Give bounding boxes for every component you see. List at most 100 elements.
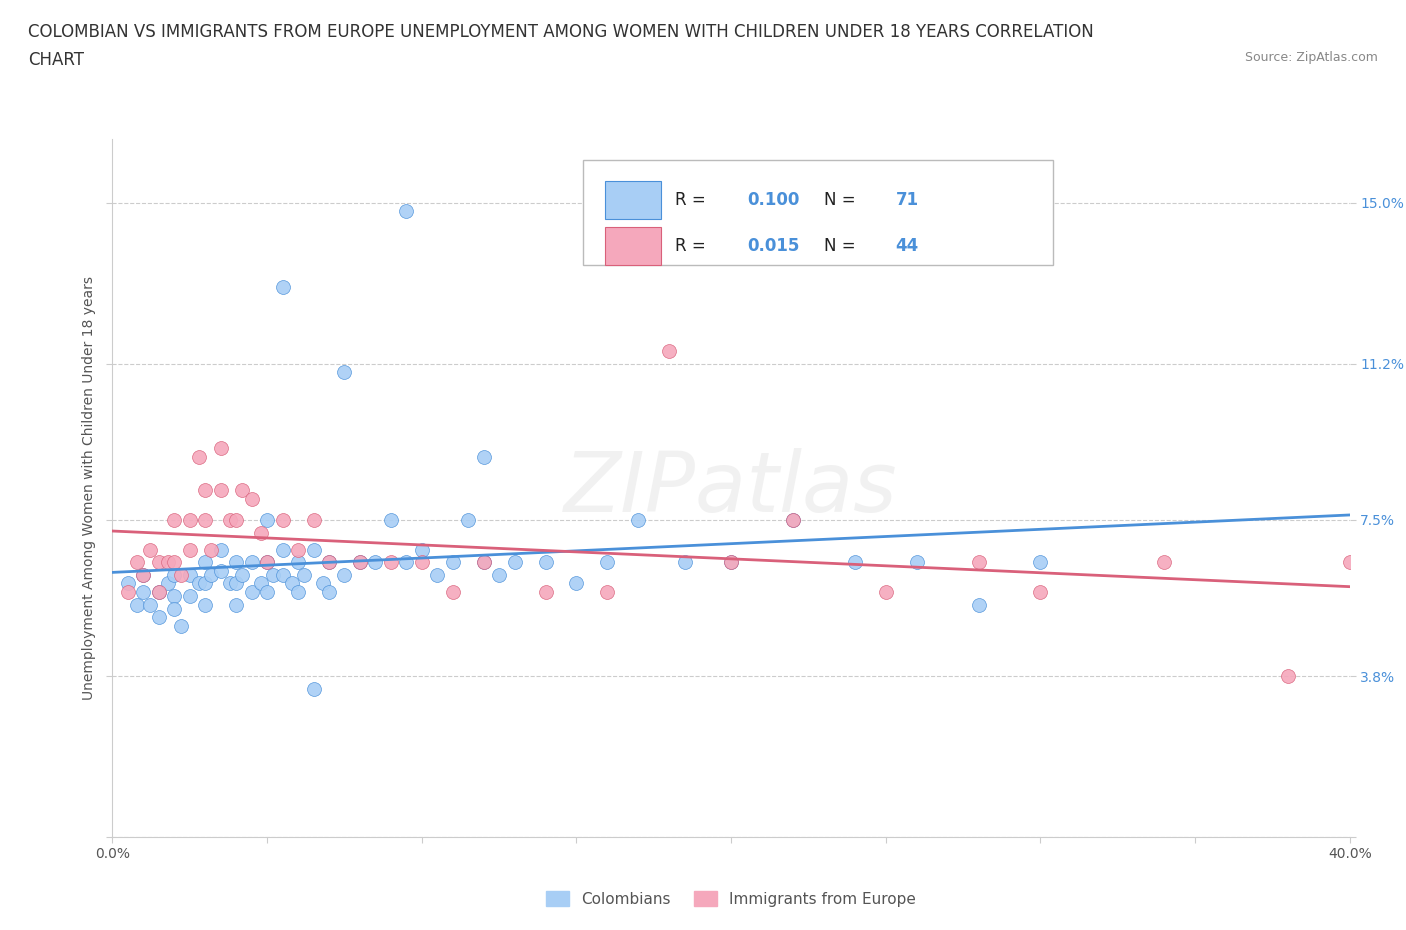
- Text: CHART: CHART: [28, 51, 84, 69]
- Point: [658, 343, 681, 358]
- Point: [225, 555, 247, 570]
- Point: [194, 483, 217, 498]
- Point: [411, 542, 433, 557]
- Text: 0.100: 0.100: [747, 192, 800, 209]
- Point: [503, 555, 526, 570]
- Point: [281, 576, 304, 591]
- Text: N =: N =: [824, 192, 860, 209]
- Point: [219, 512, 242, 527]
- Point: [132, 567, 155, 582]
- Point: [225, 576, 247, 591]
- Point: [262, 567, 284, 582]
- Point: [441, 555, 464, 570]
- Text: Source: ZipAtlas.com: Source: ZipAtlas.com: [1244, 51, 1378, 64]
- Bar: [605, 227, 661, 265]
- Point: [271, 280, 294, 295]
- Point: [349, 555, 371, 570]
- Point: [250, 525, 273, 540]
- Point: [225, 597, 247, 612]
- Point: [333, 567, 356, 582]
- Point: [194, 555, 217, 570]
- Point: [169, 567, 191, 582]
- Point: [333, 365, 356, 379]
- Point: [194, 512, 217, 527]
- Point: [209, 441, 232, 456]
- Point: [534, 584, 557, 599]
- Point: [240, 491, 263, 506]
- Point: [844, 555, 866, 570]
- Point: [148, 555, 170, 570]
- Point: [225, 512, 247, 527]
- Point: [163, 512, 186, 527]
- Point: [967, 597, 990, 612]
- Point: [380, 512, 402, 527]
- Point: [627, 512, 650, 527]
- Point: [292, 567, 315, 582]
- Point: [240, 584, 263, 599]
- Point: [231, 483, 253, 498]
- Point: [488, 567, 510, 582]
- Point: [426, 567, 449, 582]
- Point: [250, 576, 273, 591]
- Point: [318, 555, 340, 570]
- Point: [138, 542, 160, 557]
- Point: [1153, 555, 1175, 570]
- Point: [349, 555, 371, 570]
- Point: [179, 542, 201, 557]
- Point: [117, 584, 139, 599]
- Point: [312, 576, 335, 591]
- Point: [1029, 584, 1052, 599]
- Point: [1029, 555, 1052, 570]
- Point: [395, 204, 418, 219]
- Point: [1339, 555, 1361, 570]
- Point: [188, 449, 211, 464]
- Point: [209, 542, 232, 557]
- Point: [163, 589, 186, 604]
- Text: 44: 44: [896, 237, 920, 255]
- Point: [148, 584, 170, 599]
- Point: [380, 555, 402, 570]
- Point: [163, 567, 186, 582]
- Point: [457, 512, 479, 527]
- Point: [565, 576, 588, 591]
- Point: [231, 567, 253, 582]
- Point: [163, 602, 186, 617]
- Point: [875, 584, 897, 599]
- Point: [271, 512, 294, 527]
- Point: [472, 555, 495, 570]
- Point: [256, 584, 278, 599]
- Text: N =: N =: [824, 237, 860, 255]
- Point: [200, 567, 222, 582]
- Point: [782, 512, 804, 527]
- Text: R =: R =: [675, 237, 711, 255]
- Text: COLOMBIAN VS IMMIGRANTS FROM EUROPE UNEMPLOYMENT AMONG WOMEN WITH CHILDREN UNDER: COLOMBIAN VS IMMIGRANTS FROM EUROPE UNEM…: [28, 23, 1094, 41]
- Point: [782, 512, 804, 527]
- Point: [240, 555, 263, 570]
- Point: [256, 555, 278, 570]
- Point: [287, 584, 309, 599]
- Point: [194, 576, 217, 591]
- Point: [720, 555, 742, 570]
- Point: [138, 597, 160, 612]
- Point: [179, 512, 201, 527]
- Point: [132, 584, 155, 599]
- Point: [117, 576, 139, 591]
- Point: [395, 555, 418, 570]
- Point: [967, 555, 990, 570]
- Point: [720, 555, 742, 570]
- Point: [472, 555, 495, 570]
- Point: [318, 555, 340, 570]
- Legend: Colombians, Immigrants from Europe: Colombians, Immigrants from Europe: [540, 885, 922, 913]
- Point: [219, 576, 242, 591]
- Point: [287, 555, 309, 570]
- Text: R =: R =: [675, 192, 711, 209]
- Y-axis label: Unemployment Among Women with Children Under 18 years: Unemployment Among Women with Children U…: [82, 276, 96, 700]
- Point: [302, 512, 325, 527]
- Point: [157, 555, 180, 570]
- Point: [673, 555, 696, 570]
- Text: 71: 71: [896, 192, 918, 209]
- Point: [148, 610, 170, 625]
- Point: [596, 555, 619, 570]
- Point: [271, 567, 294, 582]
- Point: [163, 555, 186, 570]
